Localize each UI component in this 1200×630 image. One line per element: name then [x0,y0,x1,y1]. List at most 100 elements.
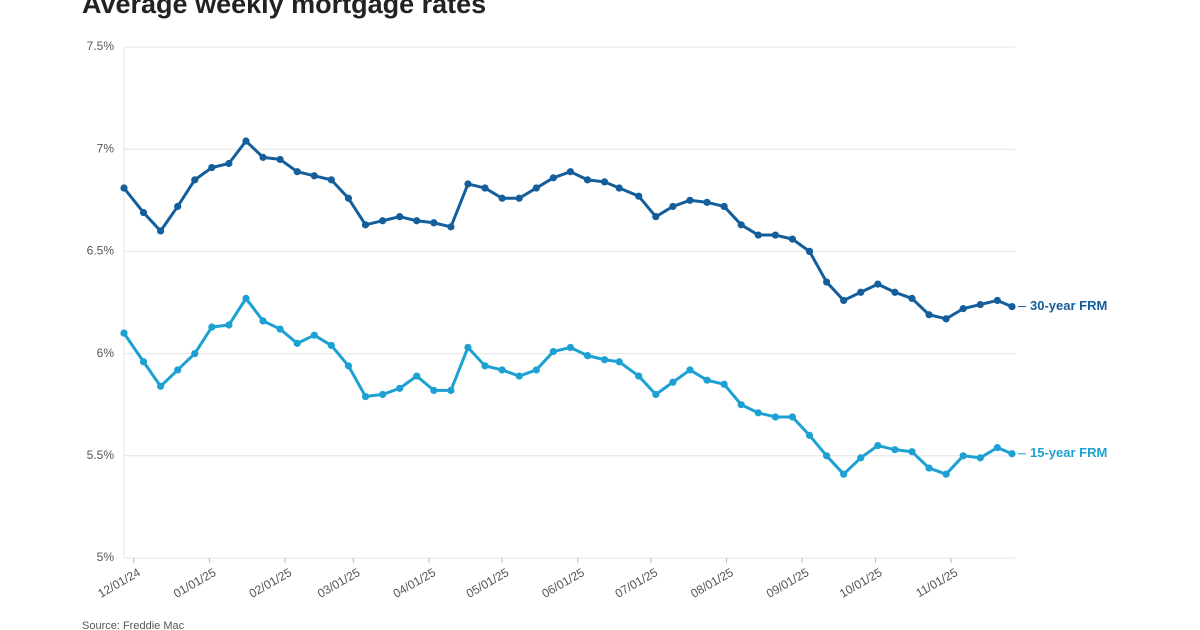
point [908,294,916,303]
point [447,223,455,231]
x-tick-label: 08/01/25 [688,565,736,601]
x-tick-label: 04/01/25 [391,565,439,601]
point [327,341,335,350]
point [361,392,370,401]
point [191,176,199,184]
point [310,172,318,180]
point [225,321,233,329]
point [788,413,797,421]
point [242,294,250,303]
y-tick-label: 7% [97,141,115,155]
x-tick-label: 11/01/25 [913,565,960,600]
point [976,300,984,309]
point [430,219,438,227]
point [652,390,660,399]
point [720,202,728,211]
point [498,194,506,202]
point [600,356,609,364]
point [788,235,797,243]
point [447,386,455,394]
point [891,446,899,454]
point [293,168,301,176]
point [344,194,353,202]
point [1008,450,1016,458]
point [242,137,250,145]
point [532,366,540,374]
point [139,208,148,217]
point [156,227,165,235]
point [615,184,623,192]
x-tick-label: 09/01/25 [764,565,812,601]
x-tick-label: 05/01/25 [464,565,512,601]
point [891,288,899,296]
point [549,347,557,356]
point [771,413,779,421]
point [771,231,779,239]
point [976,454,984,462]
point [857,454,865,462]
point [635,192,643,200]
point [822,452,831,460]
point [413,217,421,225]
point [259,153,267,161]
point [413,372,421,380]
point [464,343,472,352]
point [669,202,677,211]
point [566,343,575,352]
point [566,168,575,176]
x-tick-label: 07/01/25 [613,565,661,601]
point [293,339,301,347]
point [686,196,694,204]
x-tick-label: 12/01/24 [95,565,143,601]
point [874,280,882,288]
point [925,464,933,472]
point [430,386,438,394]
point [805,247,814,255]
point [959,305,967,313]
point [208,163,216,172]
point [942,470,950,478]
point [737,401,745,409]
point [993,444,1001,452]
point [310,331,318,339]
point [703,376,711,384]
point [498,366,506,374]
y-tick-label: 6.5% [87,244,115,258]
point [737,221,745,229]
x-tick-label: 01/01/25 [171,565,219,601]
point [396,213,404,221]
point [120,329,128,337]
chart-title: Average weekly mortgage rates [82,0,486,19]
source-note: Source: Freddie Mac [82,620,185,630]
point [464,180,472,188]
y-tick-label: 7.5% [87,39,115,53]
point [120,184,128,192]
point [857,288,865,296]
point [156,382,165,390]
point [276,155,284,164]
point [515,372,523,380]
point [208,323,216,331]
point [344,362,353,370]
point [532,184,540,192]
point [396,384,404,392]
point [361,221,370,229]
y-tick-label: 5% [97,550,115,564]
point [174,366,182,374]
y-tick-label: 6% [97,346,115,360]
point [378,390,387,399]
point [754,231,762,239]
point [583,352,592,360]
y-tick-label: 5.5% [87,448,115,462]
point [191,350,199,358]
point [686,366,694,374]
point [993,296,1001,305]
point [669,378,677,386]
point [720,380,728,388]
point [600,178,609,186]
point [840,470,848,478]
point [754,409,762,417]
point [549,174,557,182]
point [908,448,916,456]
